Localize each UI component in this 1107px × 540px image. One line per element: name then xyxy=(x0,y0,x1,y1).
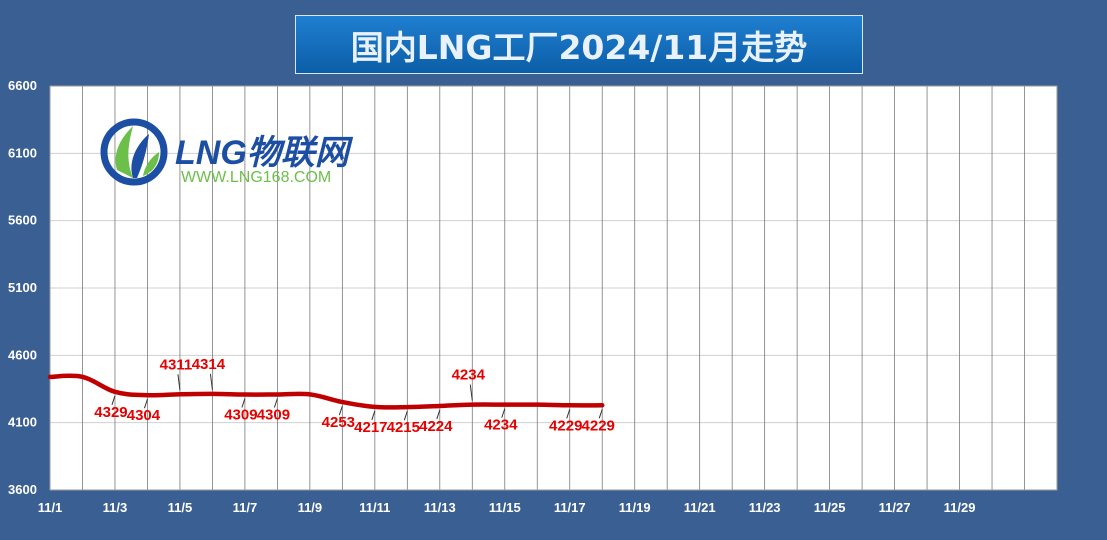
y-tick-label: 4600 xyxy=(8,347,37,362)
label-leader xyxy=(371,410,376,421)
data-label: 4314 xyxy=(192,356,226,373)
x-tick-label: 11/13 xyxy=(424,500,456,515)
x-tick-label: 11/15 xyxy=(489,500,521,515)
plot-border xyxy=(49,85,1058,491)
x-tick-label: 11/3 xyxy=(103,500,128,515)
x-tick-label: 11/5 xyxy=(168,500,193,515)
data-label: 4253 xyxy=(322,414,355,431)
label-leader xyxy=(273,398,278,408)
label-leader xyxy=(566,409,571,419)
x-tick-label: 11/23 xyxy=(749,500,781,515)
x-tick-label: 11/11 xyxy=(359,500,390,515)
data-labels: 4329 4304 4311 4314 4309 4309 4253 4217 4215 4224… xyxy=(94,356,615,436)
x-tick-label: 11/7 xyxy=(233,500,258,515)
label-leader xyxy=(241,398,246,408)
y-tick-label: 5100 xyxy=(8,280,37,295)
label-leader xyxy=(501,408,506,418)
y-axis: 6600 6100 5600 5100 4600 4100 3600 xyxy=(8,78,37,497)
data-label: 4229 xyxy=(549,417,582,434)
data-label: 4229 xyxy=(582,417,615,434)
series-line xyxy=(47,373,605,410)
x-tick-label: 11/9 xyxy=(298,500,323,515)
series-group xyxy=(47,373,605,410)
data-label: 4311 xyxy=(160,356,193,373)
lng-logo: LNG物联网 WWW.LNG168.COM xyxy=(100,118,354,186)
logo-url: WWW.LNG168.COM xyxy=(181,169,331,186)
label-leader xyxy=(177,374,181,391)
label-leader xyxy=(338,405,343,416)
label-leader xyxy=(143,399,148,409)
y-tick-label: 4100 xyxy=(8,415,37,430)
data-label: 4224 xyxy=(419,418,453,435)
label-leader xyxy=(111,395,116,405)
x-tick-label: 11/1 xyxy=(38,500,63,515)
data-label: 4234 xyxy=(452,367,486,384)
label-leader xyxy=(209,373,213,390)
chart-title: 国内LNG工厂2024/11月走势 xyxy=(295,15,863,74)
label-leader xyxy=(469,384,473,401)
data-label: 4309 xyxy=(257,407,290,424)
x-tick-label: 11/17 xyxy=(554,500,586,515)
data-label: 4304 xyxy=(127,407,161,424)
x-tick-label: 11/25 xyxy=(814,500,846,515)
data-label: 4309 xyxy=(224,407,257,424)
logo-name: LNG物联网 xyxy=(175,134,354,172)
y-tick-label: 6600 xyxy=(8,78,37,93)
y-tick-label: 3600 xyxy=(8,482,37,497)
gridlines xyxy=(49,85,1058,491)
logo-emblem xyxy=(100,118,168,186)
label-leader xyxy=(403,411,408,421)
y-tick-label: 5600 xyxy=(8,213,37,228)
x-axis: 11/1 11/3 11/5 11/7 11/9 11/11 11/13 11/15 11/17… xyxy=(38,500,976,515)
x-tick-label: 11/21 xyxy=(684,500,716,515)
label-leader xyxy=(436,409,441,420)
data-label: 4215 xyxy=(387,419,420,436)
x-tick-label: 11/29 xyxy=(944,500,976,515)
x-tick-label: 11/19 xyxy=(619,500,651,515)
data-label: 4329 xyxy=(94,404,127,421)
y-tick-label: 6100 xyxy=(8,145,37,160)
data-label: 4217 xyxy=(354,419,387,436)
data-label: 4234 xyxy=(484,417,518,434)
x-tick-label: 11/27 xyxy=(879,500,911,515)
label-leader xyxy=(598,409,603,419)
